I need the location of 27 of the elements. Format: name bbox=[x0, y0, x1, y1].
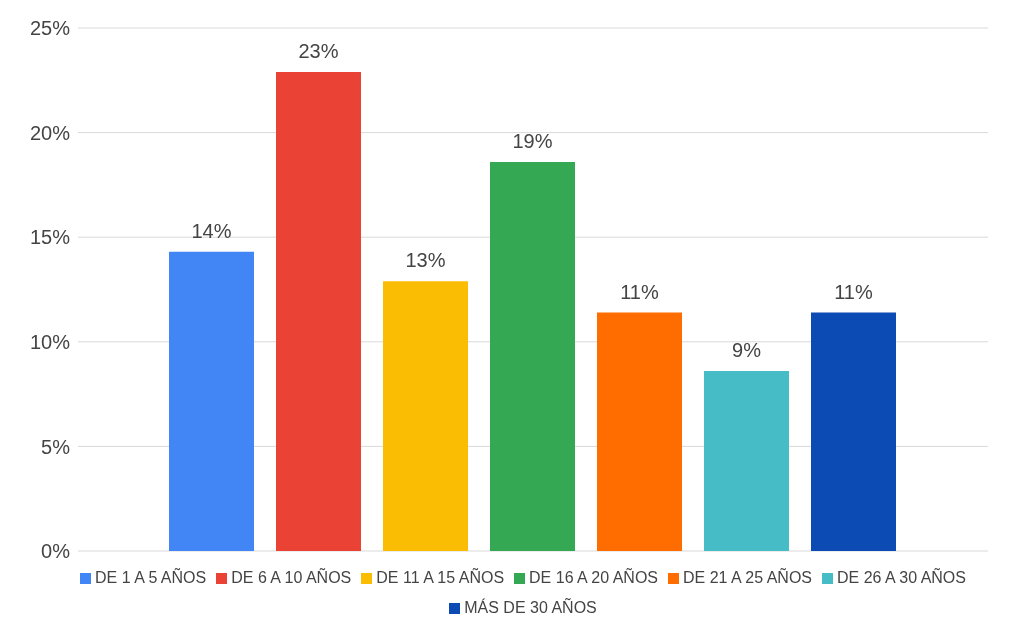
data-label: 23% bbox=[298, 39, 339, 62]
legend-label: MÁS DE 30 AÑOS bbox=[464, 599, 597, 616]
y-tick-label: 15% bbox=[29, 226, 71, 249]
bar bbox=[383, 281, 468, 551]
data-label: 11% bbox=[620, 280, 659, 303]
data-label: 19% bbox=[512, 129, 553, 152]
bar bbox=[169, 251, 254, 551]
y-tick-label: 5% bbox=[41, 435, 71, 458]
legend-label: DE 21 A 25 AÑOS bbox=[683, 569, 812, 586]
bar bbox=[811, 312, 896, 551]
legend-label: DE 6 A 10 AÑOS bbox=[231, 569, 352, 586]
bar bbox=[597, 312, 682, 551]
legend-label: DE 11 A 15 AÑOS bbox=[376, 569, 505, 586]
bar bbox=[490, 161, 575, 551]
y-tick-label: 20% bbox=[29, 121, 71, 144]
data-label: 14% bbox=[191, 219, 232, 242]
legend-label: DE 26 A 30 AÑOS bbox=[837, 569, 966, 586]
data-label: 9% bbox=[732, 339, 762, 362]
y-tick-label: 10% bbox=[29, 330, 71, 353]
data-label: 13% bbox=[405, 249, 446, 272]
bar bbox=[704, 371, 789, 551]
legend-label: DE 16 A 20 AÑOS bbox=[529, 569, 659, 586]
y-tick-label: 25% bbox=[29, 17, 71, 40]
bar bbox=[276, 71, 361, 551]
y-tick-label: 0% bbox=[41, 540, 71, 563]
data-label: 11% bbox=[834, 280, 873, 303]
legend-label: DE 1 A 5 AÑOS bbox=[95, 569, 207, 586]
